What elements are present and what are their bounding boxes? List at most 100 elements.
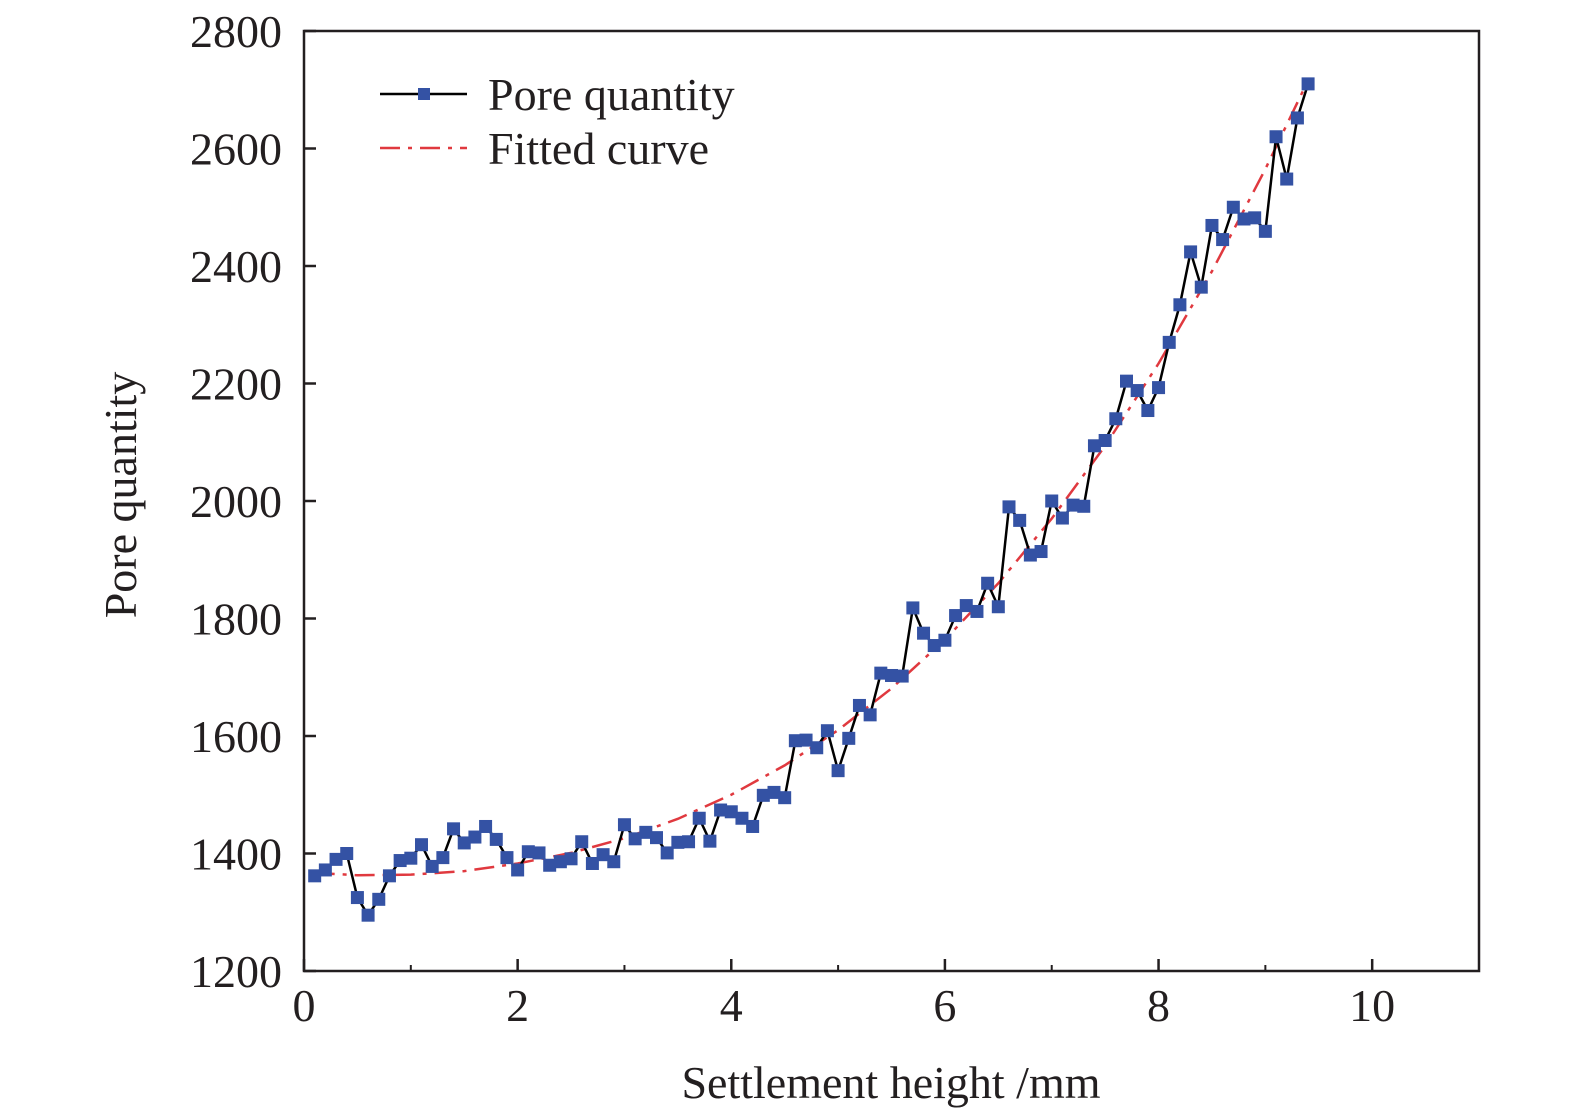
pore-quantity-marker [1162,335,1176,349]
pore-quantity-marker [660,846,674,860]
pore-quantity-marker [863,708,877,722]
pore-quantity-marker [361,908,375,922]
x-tick-label: 6 [933,980,956,1031]
pore-quantity-marker [671,835,685,849]
pore-quantity-marker [1109,412,1123,426]
pore-quantity-marker [1237,212,1251,226]
fitted-curve-layer [314,79,1310,877]
pore-quantity-marker [746,819,760,833]
legend: Pore quantity Fitted curve [380,69,735,174]
pore-quantity-marker [959,599,973,613]
pore-quantity-marker [628,832,642,846]
x-tick-label: 0 [293,980,316,1031]
pore-quantity-marker [468,830,482,844]
pore-quantity-marker [970,604,984,618]
pore-quantity-marker [318,863,332,877]
pore-quantity-marker [895,669,909,683]
y-tick-label: 2400 [190,241,282,292]
pore-quantity-marker [927,639,941,653]
pore-quantity-marker [1130,384,1144,398]
pore-quantity-marker [1173,298,1187,312]
pore-quantity-marker [874,666,888,680]
y-tick-label: 2000 [190,476,282,527]
pore-quantity-marker [1002,500,1016,514]
pore-quantity-marker [991,600,1005,614]
pore-quantity-marker [756,788,770,802]
pore-quantity-marker [1098,433,1112,447]
pore-quantity-marker [1205,218,1219,232]
pore-quantity-marker [852,698,866,712]
pore-quantity-marker [949,609,963,623]
pore-quantity-marker [650,831,663,845]
pore-quantity-marker [820,724,834,738]
pore-quantity-marker [1216,233,1230,247]
pore-quantity-marker [938,633,952,647]
pore-quantity-marker [415,838,428,852]
pore-quantity-marker [1226,200,1240,214]
pore-quantity-marker [447,822,461,836]
pore-quantity-marker [682,835,696,849]
pore-quantity-marker [617,818,631,832]
pore-quantity-marker [543,858,557,872]
pore-quantity-line [314,83,1310,918]
y-axis-title: Pore quantity [95,372,146,619]
y-tick-label: 1600 [190,711,282,762]
legend-swatch-pore-quantity-marker [418,88,430,100]
pore-quantity-marker [788,734,802,748]
y-tick-label: 2600 [190,124,282,175]
x-tick-label: 10 [1349,980,1395,1031]
pore-quantity-marker [393,854,407,868]
pore-quantity-marker [1120,374,1133,388]
pore-quantity-marker [308,869,322,883]
pore-quantity-marker [1152,381,1166,395]
pore-quantity-marker [521,845,535,859]
pore-quantity-marker [1248,211,1262,225]
pore-quantity-marker [981,576,995,590]
pore-quantity-marker [1194,280,1208,294]
pore-quantity-marker [585,856,599,870]
x-tick-label: 8 [1147,980,1170,1031]
pore-quantity-marker [553,855,567,869]
legend-item-pore-quantity: Pore quantity [380,69,735,120]
pore-quantity-marker [575,835,589,849]
pore-quantity-marker [607,855,621,869]
pore-quantity-marker [479,819,493,833]
pore-quantity-marker [724,805,738,819]
pore-quantity-marker [1077,499,1091,513]
y-tick-label: 2200 [190,359,282,410]
x-axis: 0 2 4 6 8 10 [293,959,1480,1031]
pore-quantity-marker [1055,511,1069,525]
pore-quantity-marker [842,731,856,745]
pore-quantity-marker [799,733,813,747]
pore-quantity-marker [350,891,364,905]
y-tick-label: 1800 [190,594,282,645]
pore-quantity-marker [917,626,931,640]
pore-quantity-marker [703,834,717,848]
pore-quantity-marker [1184,245,1198,259]
pore-quantity-marker [1013,513,1027,527]
x-axis-title: Settlement height /mm [681,1057,1100,1108]
pore-quantity-marker [906,601,920,615]
y-axis: 1200 1400 1600 1800 2000 2200 2400 2600 2800 [190,6,316,997]
pore-quantity-marker [735,811,749,825]
pore-quantity-marker [1034,545,1048,559]
pore-quantity-marker [831,764,845,778]
pore-quantity-marker [596,848,610,862]
legend-label-pore-quantity: Pore quantity [488,69,735,120]
pore-quantity-marker [714,803,728,817]
x-tick-label: 4 [720,980,743,1031]
y-tick-label: 1200 [190,946,282,997]
pore-quantity-marker [639,825,653,839]
pore-quantity-marker [404,851,418,865]
pore-quantity-marker [500,851,514,865]
pore-quantity-marker [778,791,792,805]
pore-quantity-marker [1269,130,1283,144]
pore-quantity-marker [564,852,578,866]
pore-quantity-marker [810,741,824,755]
pore-quantity-marker [372,892,386,906]
y-tick-label: 2800 [190,6,282,57]
pore-quantity-marker [767,785,781,799]
pore-quantity-marker [340,847,354,860]
x-tick-label: 2 [506,980,529,1031]
